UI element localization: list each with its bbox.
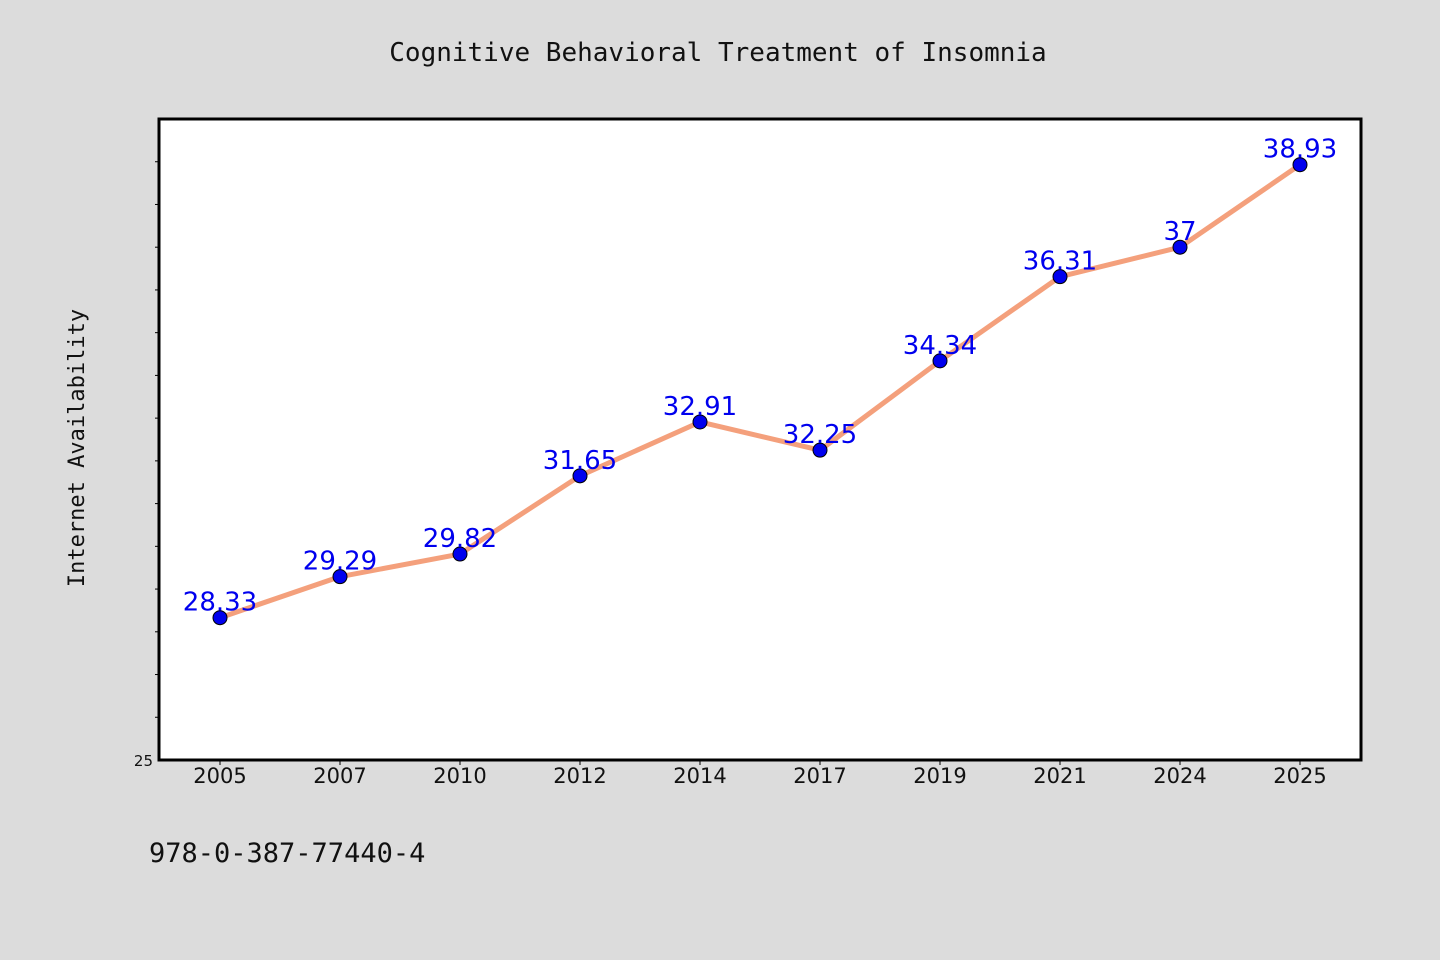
y-axis-ticks: [155, 161, 160, 718]
data-label: 28.33: [183, 588, 257, 618]
data-label: 31.65: [543, 446, 617, 476]
x-tick-labels: 2005 2007 2010 2012 2014 2017 2019 2021 2024 2025: [193, 764, 1326, 788]
data-label: 32.91: [663, 392, 737, 422]
data-point: [812, 442, 828, 458]
data-label: 32.25: [783, 420, 857, 450]
x-tick-label: 2024: [1153, 764, 1206, 788]
series-line: [217, 162, 1303, 621]
data-point: [1172, 239, 1188, 255]
data-label: 34.34: [903, 331, 977, 361]
data-point: [332, 569, 348, 585]
x-tick-label: 2025: [1273, 764, 1326, 788]
x-axis-ticks: [219, 759, 1301, 765]
data-point: [212, 610, 228, 626]
x-tick-label: 2005: [193, 764, 246, 788]
y-tick-label: 25: [134, 752, 153, 770]
data-point: [1292, 157, 1308, 173]
data-label: 29.82: [423, 524, 497, 554]
x-tick-label: 2014: [673, 764, 726, 788]
x-tick-label: 2017: [793, 764, 846, 788]
data-point: [572, 468, 588, 484]
x-tick-label: 2021: [1033, 764, 1086, 788]
data-labels: 28.33 29.29 29.82 31.65 32.91 32.25 34.34 36.31…: [183, 135, 1337, 618]
data-label: 36.31: [1023, 247, 1097, 277]
data-point: [1052, 269, 1068, 285]
x-tick-label: 2010: [433, 764, 486, 788]
chart-title: Cognitive Behavioral Treatment of Insomn…: [389, 38, 1046, 68]
data-point: [692, 414, 708, 430]
x-tick-label: 2007: [313, 764, 366, 788]
y-axis-label: Internet Availability: [65, 309, 90, 587]
data-point: [932, 353, 948, 369]
footer-isbn: 978-0-387-77440-4: [149, 838, 425, 869]
plot-area: [157, 117, 1363, 762]
data-label: 38.93: [1263, 135, 1337, 165]
x-tick-label: 2019: [913, 764, 966, 788]
data-point: [452, 546, 468, 562]
series-markers: [212, 157, 1308, 626]
x-tick-label: 2012: [553, 764, 606, 788]
data-label: 37: [1163, 217, 1196, 247]
data-label: 29.29: [303, 547, 377, 577]
